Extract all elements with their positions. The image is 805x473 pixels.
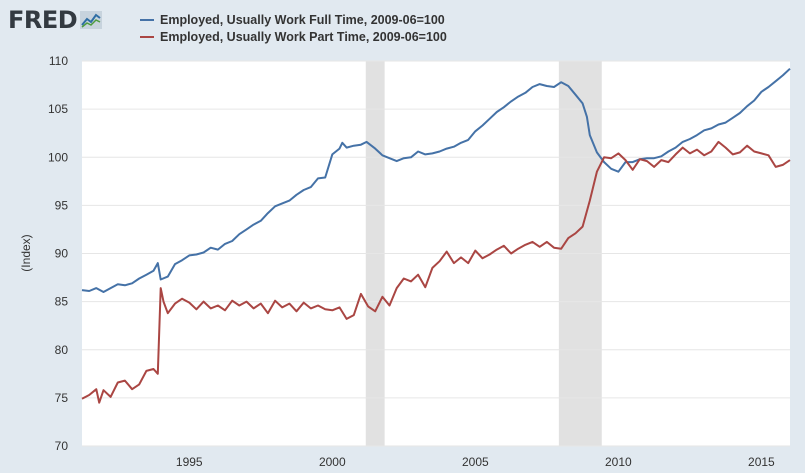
x-tick-label-2010: 2010	[605, 455, 632, 469]
legend-item-full-time[interactable]: Employed, Usually Work Full Time, 2009-0…	[140, 11, 447, 28]
legend-swatch-part-time	[140, 35, 154, 38]
x-tick-label-2015: 2015	[748, 455, 775, 469]
series-line-part-time	[81, 140, 791, 404]
y-tick-label-85: 85	[55, 295, 69, 309]
y-tick-label-80: 80	[55, 343, 69, 357]
chart-legend: Employed, Usually Work Full Time, 2009-0…	[140, 11, 447, 45]
x-tick-label-2005: 2005	[462, 455, 489, 469]
legend-swatch-full-time	[140, 18, 154, 21]
x-tick-label-2000: 2000	[319, 455, 346, 469]
y-tick-label-100: 100	[48, 150, 68, 164]
series-lines	[81, 67, 791, 404]
series-line-full-time	[81, 67, 791, 293]
y-tick-label-70: 70	[55, 439, 69, 453]
legend-label-full-time: Employed, Usually Work Full Time, 2009-0…	[160, 12, 445, 27]
y-tick-label-105: 105	[48, 102, 68, 116]
x-tick-label-1995: 1995	[176, 455, 203, 469]
y-axis-title: (Index)	[19, 234, 33, 271]
y-gridlines	[82, 60, 790, 447]
y-tick-labels: 70 75 80 85 90 95 100 105 110	[48, 54, 68, 453]
y-tick-label-95: 95	[55, 198, 69, 212]
legend-item-part-time[interactable]: Employed, Usually Work Part Time, 2009-0…	[140, 28, 447, 45]
y-tick-label-75: 75	[55, 391, 69, 405]
legend-label-part-time: Employed, Usually Work Part Time, 2009-0…	[160, 29, 447, 44]
x-tick-labels: 1995 2000 2005 2010 2015	[176, 455, 775, 469]
y-tick-label-90: 90	[55, 247, 69, 261]
fred-logo[interactable]: FRED	[8, 6, 103, 34]
line-graph-icon	[80, 11, 103, 29]
y-tick-label-110: 110	[49, 54, 68, 68]
logo-text: FRED	[8, 6, 78, 34]
